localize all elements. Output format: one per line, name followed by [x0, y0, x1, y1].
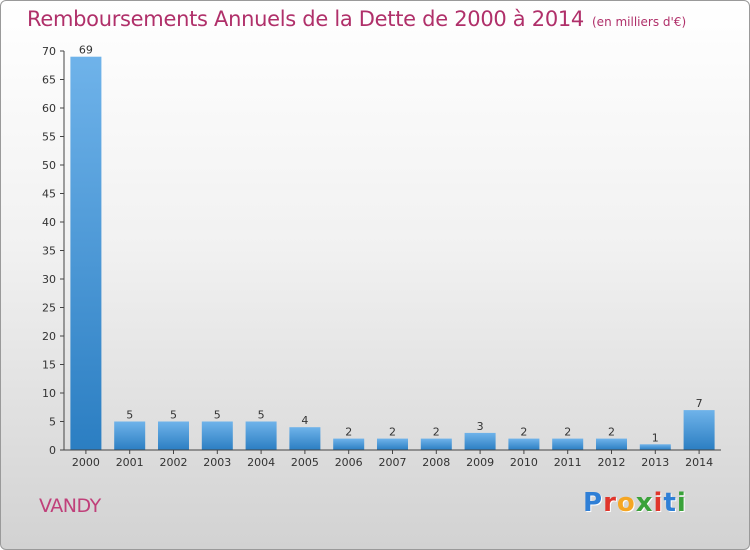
bar — [508, 438, 540, 450]
y-tick-label: 45 — [42, 188, 56, 201]
y-tick-label: 15 — [42, 359, 56, 372]
x-tick-label: 2012 — [598, 456, 626, 469]
x-tick-label: 2001 — [116, 456, 144, 469]
bar — [552, 438, 584, 450]
bar-value-label: 2 — [433, 426, 440, 439]
x-tick-label: 2006 — [335, 456, 363, 469]
bar-value-label: 5 — [214, 409, 221, 422]
bar — [289, 427, 321, 450]
logo-letter: x — [635, 488, 654, 518]
x-tick-label: 2007 — [379, 456, 407, 469]
title-text: Remboursements Annuels de la Dette de 20… — [27, 7, 584, 31]
x-axis: 2000 2001 2002 2003 2004 2005 2006 2007 2008 2009… — [64, 449, 721, 469]
logo-letter: t — [663, 488, 677, 518]
x-tick-label: 2004 — [247, 456, 275, 469]
y-tick-label: 20 — [42, 330, 56, 343]
y-tick-label: 50 — [42, 159, 56, 172]
bar-value-label: 2 — [608, 426, 615, 439]
logo-letter: i — [676, 488, 687, 518]
bar — [639, 444, 671, 450]
y-tick-label: 10 — [42, 387, 56, 400]
x-tick-label: 2011 — [554, 456, 582, 469]
y-tick-label: 55 — [42, 131, 56, 144]
bars: 69 5 5 5 5 4 2 2 2 3 2 2 2 1 7 — [70, 44, 715, 450]
bar-value-label: 4 — [301, 414, 308, 427]
y-tick-label: 0 — [49, 444, 56, 457]
x-tick-label: 2000 — [72, 456, 100, 469]
bar-value-label: 2 — [345, 426, 352, 439]
y-tick-label: 40 — [42, 216, 56, 229]
bar — [70, 56, 102, 450]
bar — [596, 438, 627, 450]
bar — [683, 410, 715, 450]
x-tick-label: 2003 — [203, 456, 231, 469]
y-tick-label: 35 — [42, 245, 56, 258]
bar-value-label: 7 — [696, 397, 703, 410]
x-tick-label: 2014 — [685, 456, 713, 469]
y-tick-label: 25 — [42, 302, 56, 315]
x-tick-label: 2013 — [641, 456, 669, 469]
bar-value-label: 5 — [170, 409, 177, 422]
y-tick-label: 60 — [42, 102, 56, 115]
bar — [114, 421, 146, 450]
logo-letter: o — [616, 488, 636, 518]
logo-letter: i — [653, 488, 664, 518]
y-tick-label: 70 — [42, 45, 56, 58]
title-unit: (en milliers d'€) — [592, 15, 687, 29]
bar — [201, 421, 233, 450]
bar-value-label: 2 — [564, 426, 571, 439]
x-tick-label: 2010 — [510, 456, 538, 469]
logo-letter: r — [603, 488, 617, 518]
bar-value-label: 2 — [520, 426, 527, 439]
logo-letter: P — [583, 488, 604, 518]
bar — [377, 438, 408, 450]
y-tick-label: 65 — [42, 74, 56, 87]
proxiti-logo[interactable]: Proxiti — [583, 488, 703, 524]
bar-value-label: 1 — [652, 431, 659, 444]
bar-value-label: 2 — [389, 426, 396, 439]
bar-value-label: 69 — [79, 44, 93, 57]
bar — [158, 421, 189, 450]
bar-value-label: 3 — [477, 420, 484, 433]
bar-value-label: 5 — [126, 409, 133, 422]
bar-value-label: 5 — [258, 409, 265, 422]
place-name: VANDY — [39, 495, 101, 517]
bar — [245, 421, 277, 450]
x-tick-label: 2008 — [422, 456, 450, 469]
y-tick-label: 5 — [49, 416, 56, 429]
bar — [464, 432, 496, 450]
x-tick-label: 2009 — [466, 456, 494, 469]
x-tick-label: 2002 — [160, 456, 188, 469]
y-tick-label: 30 — [42, 273, 56, 286]
chart-title: Remboursements Annuels de la Dette de 20… — [27, 7, 686, 31]
bar — [333, 438, 365, 450]
x-tick-label: 2005 — [291, 456, 319, 469]
y-axis: 0 5 10 15 20 25 30 35 40 45 50 55 60 65 70 — [42, 45, 65, 457]
bar — [420, 438, 452, 450]
